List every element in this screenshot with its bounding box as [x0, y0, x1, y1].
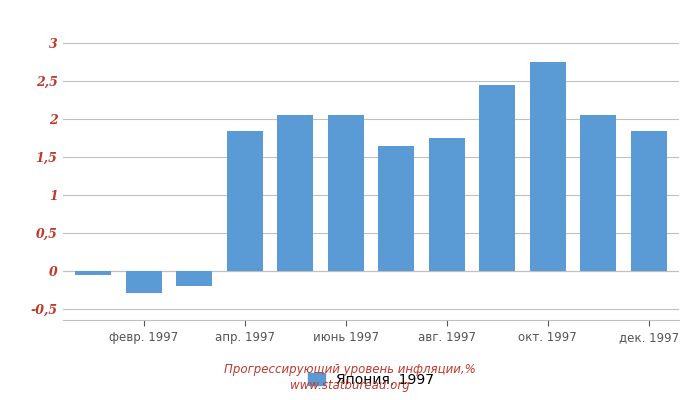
Bar — [529, 62, 566, 271]
Bar — [277, 115, 314, 271]
Bar — [378, 146, 414, 271]
Bar — [328, 115, 364, 271]
Bar — [428, 138, 465, 271]
Bar — [227, 130, 263, 271]
Text: Прогрессирующий уровень инфляции,%: Прогрессирующий уровень инфляции,% — [224, 364, 476, 376]
Text: www.statbureau.org: www.statbureau.org — [290, 380, 410, 392]
Bar — [176, 271, 213, 286]
Bar — [631, 130, 667, 271]
Legend: Япония, 1997: Япония, 1997 — [308, 373, 434, 387]
Bar — [479, 85, 515, 271]
Bar — [125, 271, 162, 294]
Bar — [75, 271, 111, 274]
Bar — [580, 115, 617, 271]
